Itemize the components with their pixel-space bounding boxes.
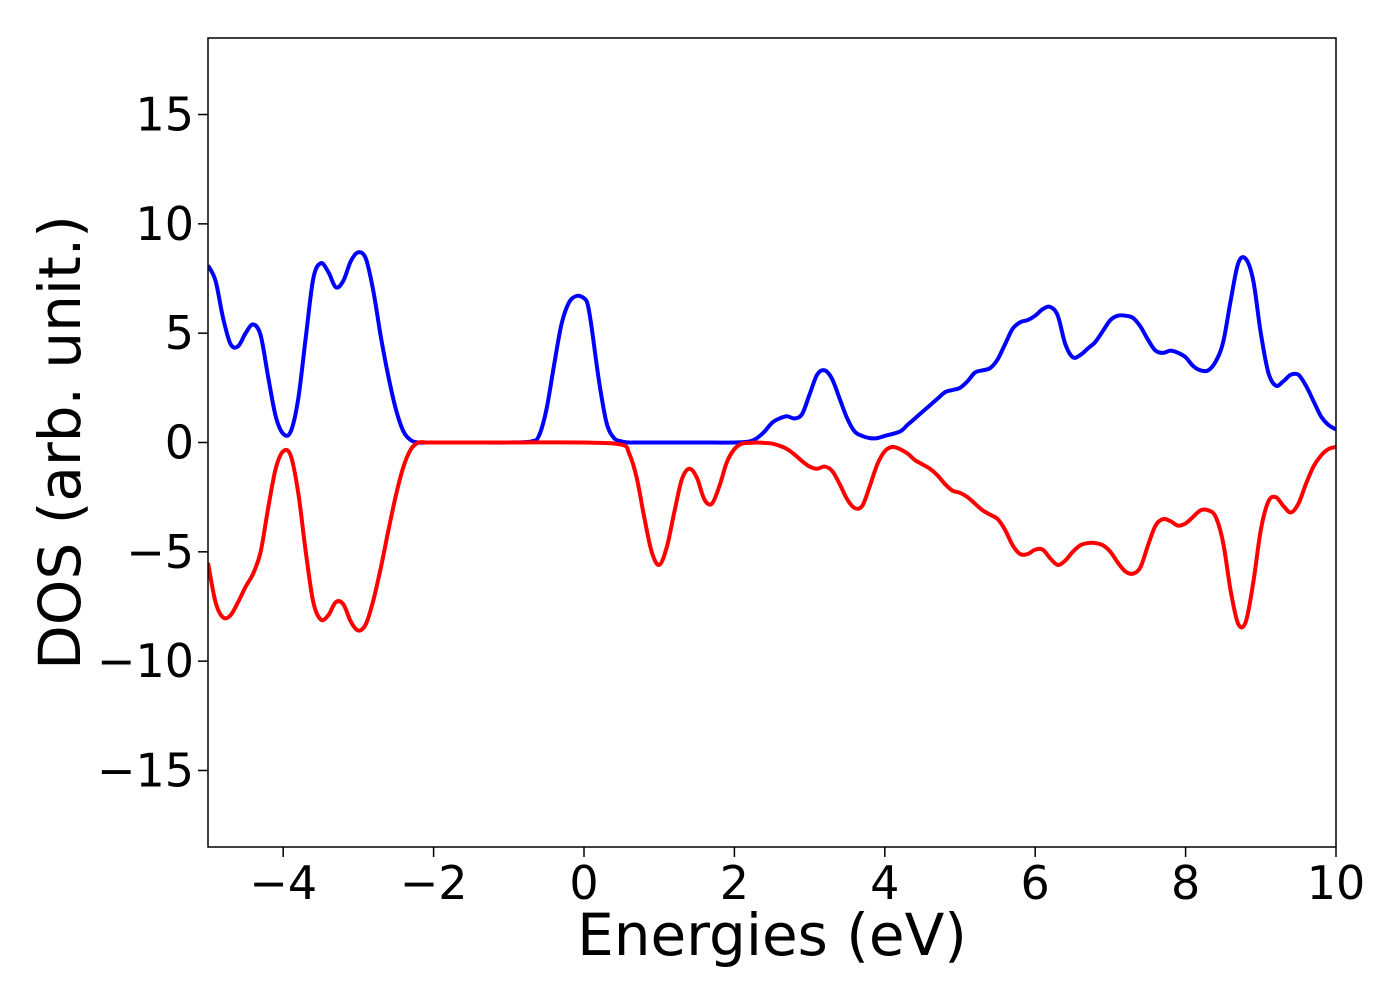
y-axis-label: DOS (arb. unit.) xyxy=(26,215,94,670)
x-tick-label: 4 xyxy=(870,856,899,910)
y-axis-ticks: 15 10 5 0 −5 −10 −15 xyxy=(97,88,208,797)
y-tick-label: 10 xyxy=(135,197,194,251)
y-tick-label: −5 xyxy=(126,525,194,579)
y-tick-label: 15 xyxy=(135,88,194,142)
x-tick-label: 0 xyxy=(569,856,598,910)
y-tick-label: −15 xyxy=(97,743,194,797)
x-tick-label: 2 xyxy=(720,856,749,910)
y-tick-label: 0 xyxy=(165,416,194,470)
x-tick-label: 6 xyxy=(1021,856,1050,910)
y-tick-label: 5 xyxy=(165,306,194,360)
plot-area xyxy=(208,250,1336,633)
series-line-blue xyxy=(208,250,1336,445)
y-tick-label: −10 xyxy=(97,634,194,688)
x-tick-label: −4 xyxy=(249,856,317,910)
series-line-red xyxy=(208,440,1336,633)
x-tick-label: −2 xyxy=(400,856,468,910)
x-axis-ticks: −4 −2 0 2 4 6 8 10 xyxy=(249,847,1365,910)
x-axis-label: Energies (eV) xyxy=(577,901,967,969)
x-tick-label: 8 xyxy=(1171,856,1200,910)
x-tick-label: 10 xyxy=(1307,856,1366,910)
